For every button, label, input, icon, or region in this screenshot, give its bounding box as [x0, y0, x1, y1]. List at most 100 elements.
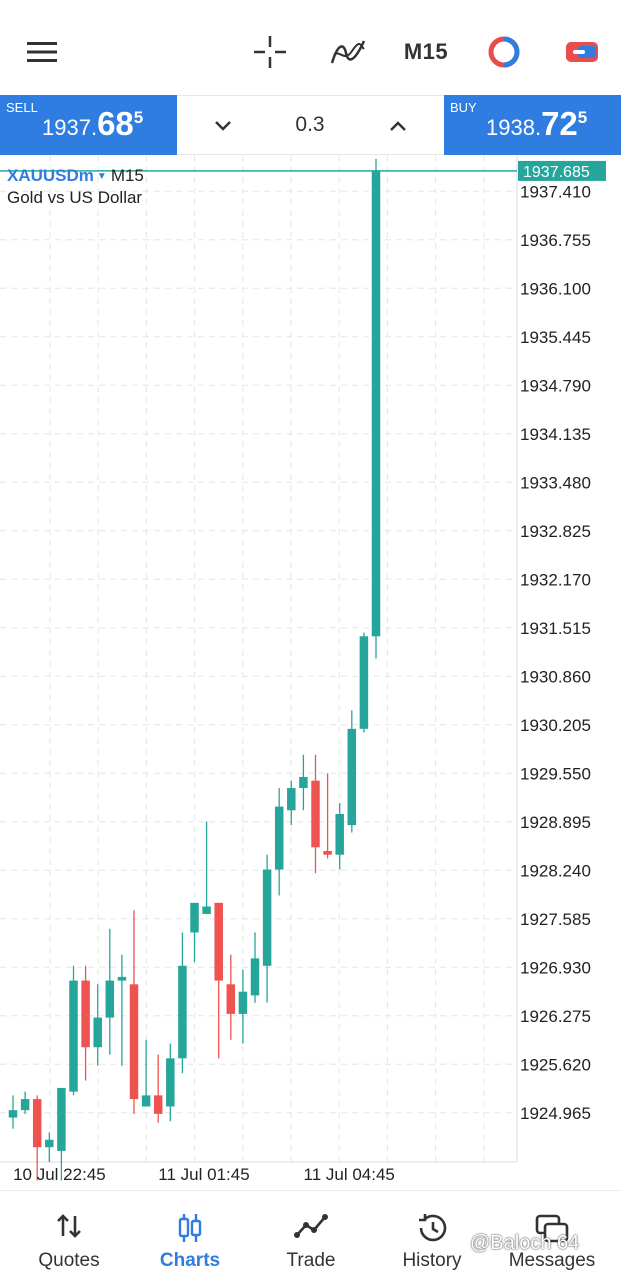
- candle-bear: [214, 902, 223, 981]
- price-label: 1926.275: [520, 1007, 591, 1026]
- one-click-trading-icon[interactable]: [560, 28, 604, 76]
- volume-decrease-button[interactable]: [203, 106, 243, 146]
- candle-bull: [262, 869, 272, 966]
- candle-bull: [117, 976, 127, 981]
- candle-bull: [250, 958, 260, 996]
- sell-button[interactable]: SELL 1937.685: [0, 95, 177, 155]
- indicators-icon[interactable]: [326, 28, 370, 76]
- quotes-icon: [7, 1213, 131, 1243]
- price-label: 1931.515: [520, 619, 591, 638]
- price-label: 1925.620: [520, 1055, 591, 1074]
- current-price-label: 1937.685: [523, 164, 590, 181]
- messages-icon: [490, 1213, 614, 1243]
- volume-increase-button[interactable]: [378, 106, 418, 146]
- trade-icon: [249, 1213, 373, 1243]
- time-label: 11 Jul 04:45: [304, 1165, 395, 1184]
- sell-price-main: 1937.: [42, 115, 98, 140]
- nav-label-history: History: [402, 1250, 462, 1271]
- price-label: 1928.895: [520, 813, 591, 832]
- sell-price-sup: 5: [133, 108, 144, 127]
- timeframe-label: M15: [403, 39, 449, 64]
- caret-down-icon: ▼: [96, 171, 107, 182]
- sell-label: SELL: [6, 100, 38, 115]
- price-label: 1936.100: [520, 279, 591, 298]
- volume-control: 0.3: [177, 95, 444, 155]
- candle-bull: [105, 980, 115, 1018]
- candle-bull: [299, 776, 308, 789]
- price-label: 1926.930: [520, 958, 591, 977]
- candle-bull: [359, 636, 369, 729]
- candle-bull: [45, 1139, 54, 1148]
- nav-label-messages: Messages: [508, 1250, 596, 1271]
- sell-price: 1937.685: [42, 105, 143, 143]
- menu-icon[interactable]: [20, 28, 64, 76]
- candle-bull: [166, 1058, 175, 1107]
- candle-bull: [202, 906, 211, 914]
- buy-price: 1938.725: [486, 105, 587, 143]
- price-label: 1934.135: [520, 425, 591, 444]
- buy-price-big: 72: [541, 105, 578, 142]
- candle-bull: [141, 1095, 151, 1107]
- price-label: 1936.755: [520, 231, 591, 250]
- candle-bear: [323, 851, 332, 855]
- price-label: 1933.480: [520, 473, 591, 492]
- buy-price-sup: 5: [577, 108, 588, 127]
- current-price-badge: [518, 160, 606, 181]
- symbol-description: Gold vs US Dollar: [7, 188, 143, 207]
- price-label: 1935.445: [520, 328, 591, 347]
- volume-value[interactable]: 0.3: [295, 113, 325, 136]
- chart-timeframe: M15: [110, 166, 144, 185]
- price-label: 1927.585: [520, 910, 591, 929]
- candle-bull: [274, 806, 284, 870]
- nav-history[interactable]: History: [370, 1191, 494, 1280]
- chart-symbol-header[interactable]: XAUUSDm ▼ M15: [7, 166, 144, 186]
- buy-button[interactable]: BUY 1938.725: [444, 95, 621, 155]
- charts-icon: [128, 1213, 252, 1243]
- candle-bear: [226, 984, 236, 1014]
- candle-bull: [335, 813, 344, 855]
- price-label: 1934.790: [520, 376, 591, 395]
- time-label: 10 Jul 22:45: [13, 1165, 106, 1184]
- price-label: 1932.825: [520, 522, 591, 541]
- nav-label-trade: Trade: [286, 1250, 336, 1271]
- watermark: @Baloch 64: [470, 1232, 580, 1254]
- price-label: 1929.550: [520, 764, 591, 783]
- candle-bear: [81, 980, 90, 1048]
- candle-bull: [57, 1087, 66, 1151]
- nav-label-charts: Charts: [159, 1250, 221, 1271]
- candle-bull: [8, 1110, 18, 1118]
- symbol-name: XAUUSDm: [7, 166, 94, 185]
- candle-bull: [69, 980, 78, 1092]
- candle-bull: [20, 1099, 30, 1111]
- nav-messages[interactable]: Messages: [490, 1191, 614, 1280]
- candle-bear: [153, 1095, 163, 1114]
- candle-bull: [238, 991, 248, 1014]
- bottom-nav: Quotes Charts Trade History Messages: [0, 1190, 621, 1280]
- candle-bull: [371, 170, 381, 637]
- nav-charts[interactable]: Charts: [128, 1191, 252, 1280]
- buy-price-main: 1938.: [486, 115, 542, 140]
- chevron-down-icon: [215, 121, 231, 131]
- price-label: 1928.240: [520, 861, 591, 880]
- chevron-up-icon: [390, 121, 406, 131]
- price-label: 1932.170: [520, 570, 591, 589]
- top-toolbar: M15: [0, 0, 621, 96]
- price-label: 1924.965: [520, 1104, 591, 1123]
- sell-price-big: 68: [97, 105, 134, 142]
- nav-quotes[interactable]: Quotes: [7, 1191, 131, 1280]
- time-label: 11 Jul 01:45: [158, 1165, 249, 1184]
- timeframe-button[interactable]: M15: [398, 28, 454, 76]
- price-chart[interactable]: 1937.410 1936.755 1936.100 1935.445 1934.790…: [0, 155, 621, 1190]
- candle-bull: [178, 965, 187, 1059]
- price-label: 1937.410: [520, 182, 591, 201]
- price-label: 1930.860: [520, 667, 591, 686]
- nav-trade[interactable]: Trade: [249, 1191, 373, 1280]
- nav-label-quotes: Quotes: [38, 1250, 100, 1271]
- candle-bull: [93, 1017, 102, 1048]
- crosshair-icon[interactable]: [248, 28, 292, 76]
- objects-icon[interactable]: [482, 28, 526, 76]
- candle-bear: [129, 984, 139, 1100]
- history-icon: [370, 1213, 494, 1243]
- candle-bear: [311, 780, 320, 848]
- candle-bull: [347, 728, 357, 826]
